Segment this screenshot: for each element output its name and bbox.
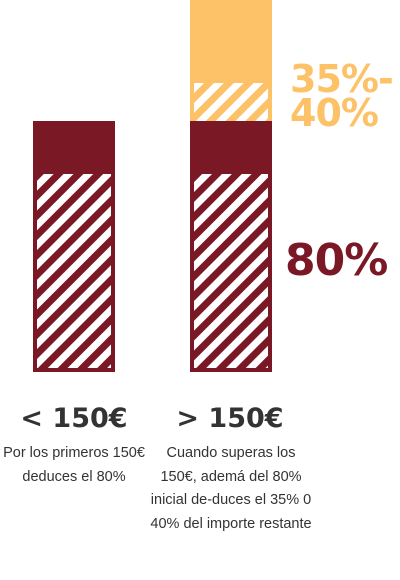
- right-bar: [190, 0, 272, 372]
- upper-percentage-line2: 40%: [290, 91, 379, 135]
- upper-percentage-label: 35%- 40%: [290, 57, 400, 135]
- upper-percentage-line1: 35%-: [290, 57, 394, 101]
- lower-percentage-label: 80%: [285, 235, 388, 286]
- right-bar-gold-hatch: [194, 83, 268, 121]
- right-bar-maroon-hatch: [194, 174, 268, 368]
- left-bar-hatch: [37, 174, 111, 368]
- right-column-description: Cuando superas los 150€, ademá del 80% i…: [150, 445, 312, 532]
- left-column-title: < 150€: [20, 403, 128, 434]
- left-bar: [33, 121, 115, 372]
- left-column-description: Por los primeros 150€ deduces el 80%: [3, 445, 145, 485]
- right-column-title: > 150€: [176, 403, 284, 434]
